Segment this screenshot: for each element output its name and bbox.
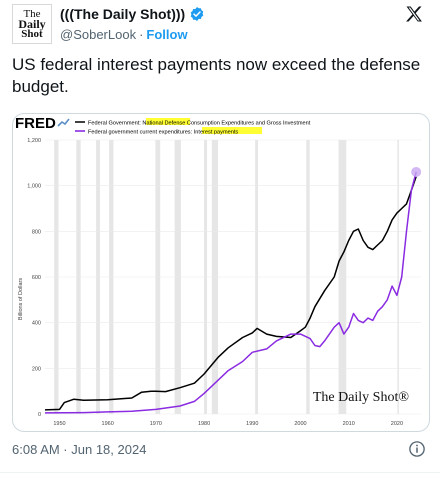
y-tick-label: 0	[38, 412, 41, 418]
x-tick-label: 2010	[343, 421, 355, 427]
y-tick-label: 800	[32, 229, 41, 235]
chart-image[interactable]: 0 200 400 600 800 1,000 1,200 1950 1960 1970 1980…	[12, 113, 430, 432]
y-tick-label: 600	[32, 275, 41, 281]
avatar-line: Daily	[18, 17, 46, 31]
fred-logo-chart-icon	[57, 118, 70, 127]
info-icon[interactable]	[408, 440, 426, 458]
legend-defense-suffix: Consumption Expenditures and Gross Inves…	[185, 121, 310, 127]
x-tick-label: 1990	[246, 421, 258, 427]
y-axis-label: Billions of Dollars	[18, 278, 24, 320]
x-tick-label: 1960	[102, 421, 114, 427]
avatar-line: The	[23, 8, 41, 20]
verified-badge-icon	[190, 7, 204, 21]
avatar-line: Shot	[21, 28, 43, 40]
watermark: The Daily Shot®	[313, 390, 410, 405]
x-tick-label: 2000	[294, 421, 306, 427]
y-tick-label: 400	[32, 321, 41, 327]
tweet-timestamp[interactable]: 6:08 AM · Jun 18, 2024	[12, 442, 147, 457]
x-tick-label: 1950	[53, 421, 65, 427]
handle-row: @SoberLook · Follow	[60, 27, 188, 42]
legend-entry-defense: Federal Government: National Defense Con…	[88, 121, 311, 127]
author-name-row: (((The Daily Shot)))	[60, 6, 205, 22]
series-line-interest	[44, 171, 417, 414]
handle[interactable]: @SoberLook	[60, 27, 137, 42]
y-tick-label: 1,000	[27, 184, 41, 190]
separator-dot: ·	[139, 27, 144, 42]
display-name[interactable]: (((The Daily Shot)))	[60, 6, 186, 22]
avatar[interactable]: The Daily Shot	[12, 4, 52, 44]
legend-defense-prefix: Federal Government:	[88, 121, 142, 127]
legend-highlight-defense	[146, 118, 190, 125]
y-tick-label: 1,200	[27, 138, 41, 144]
follow-button[interactable]: Follow	[146, 27, 188, 42]
divider	[0, 472, 440, 473]
series-line-defense	[44, 176, 417, 411]
tweet-text: US federal interest payments now exceed …	[12, 55, 421, 96]
y-tick-label: 200	[32, 366, 41, 372]
x-tick-label: 2020	[391, 421, 403, 427]
x-logo-icon[interactable]	[404, 4, 424, 24]
legend-interest-highlight: Interest payments	[194, 130, 239, 136]
x-tick-label: 1980	[198, 421, 210, 427]
endpoint-marker	[411, 166, 422, 177]
fred-logo: FRED	[15, 115, 56, 132]
chart-svg: 0 200 400 600 800 1,000 1,200 1950 1960 1970 1980…	[15, 115, 422, 427]
legend-entry-interest: Federal government current expenditures:…	[88, 130, 238, 136]
legend-highlight-interest	[202, 127, 262, 134]
legend-defense-highlight: National Defense	[142, 121, 185, 127]
x-tick-label: 1970	[150, 421, 162, 427]
legend-interest-prefix: Federal government current expenditures:	[88, 130, 194, 136]
